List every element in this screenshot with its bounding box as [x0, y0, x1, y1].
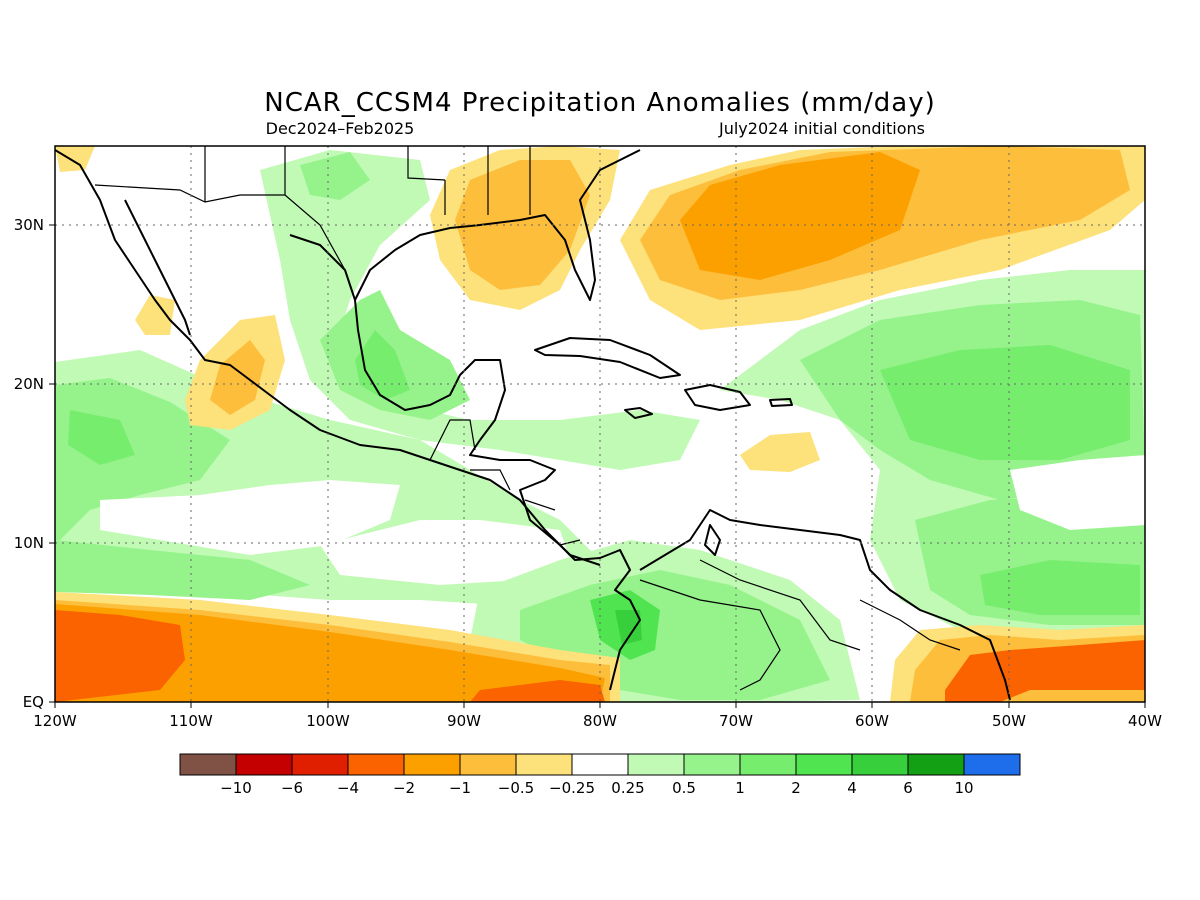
- colorbar-swatch: [459, 753, 517, 776]
- wet-region-atlantic-core: [880, 345, 1130, 460]
- colorbar-swatch: [851, 753, 909, 776]
- dry-region-baja: [135, 295, 175, 335]
- map-panel: [55, 146, 1145, 702]
- dry-region-north-atlantic-core: [680, 152, 920, 280]
- season-label: Dec2024–Feb2025: [266, 119, 415, 138]
- colorbar-label: 6: [903, 779, 913, 797]
- wet-region-pacific-clear-2: [320, 520, 570, 585]
- lon-label-50w: 50W: [992, 712, 1026, 730]
- colorbar-swatch: [235, 753, 293, 776]
- lon-label-70w: 70W: [719, 712, 753, 730]
- coastline-hispaniola: [684, 384, 751, 411]
- colorbar: −10 −6 −4 −2 −1 −0.5 −0.25 0.25 0.5 1 2 4 6 10: [179, 753, 1021, 797]
- lon-label-90w: 90W: [447, 712, 481, 730]
- wet-region-pacific-patch: [68, 410, 135, 465]
- initial-conditions-label: July2024 initial conditions: [718, 119, 925, 138]
- colorbar-swatch: [179, 753, 237, 776]
- wet-region-colombia-peak: [615, 610, 642, 645]
- border-us-states: [204, 146, 531, 215]
- colorbar-label: 0.25: [611, 779, 644, 797]
- lon-label-120w: 120W: [33, 712, 77, 730]
- lat-label-20n: 20N: [14, 375, 44, 393]
- border-south-america: [639, 559, 961, 691]
- lon-label-80w: 80W: [583, 712, 617, 730]
- dry-region-equatorial-pacific-strong-2: [470, 680, 605, 702]
- wet-region-atlantic-clear: [1010, 455, 1145, 530]
- colorbar-swatch: [291, 753, 349, 776]
- coastline-pacific-mexico: [55, 149, 601, 566]
- dry-region-gulf-coast-inner: [455, 160, 590, 290]
- colorbar-label: 0.5: [672, 779, 696, 797]
- colorbar-label: −10: [220, 779, 252, 797]
- coastline-baja: [124, 199, 191, 336]
- coastline-south-america: [639, 509, 1011, 701]
- colorbar-swatch: [515, 753, 573, 776]
- colorbar-label: 10: [954, 779, 973, 797]
- dry-region-mexico-west-inner: [210, 340, 265, 415]
- colorbar-label: −2: [393, 779, 415, 797]
- dry-region-equatorial-pacific-mod: [55, 604, 605, 702]
- colorbar-label: −0.25: [549, 779, 595, 797]
- colorbar-swatch: [739, 753, 797, 776]
- lon-label-110w: 110W: [169, 712, 213, 730]
- wet-region-gulf-north: [300, 152, 370, 200]
- colorbar-label: −6: [281, 779, 303, 797]
- colorbar-swatch: [347, 753, 405, 776]
- colorbar-swatch: [571, 753, 629, 776]
- latitude-axis: 30N 20N 10N EQ: [14, 216, 55, 711]
- coastline-gulf-us: [289, 234, 506, 441]
- dry-region-caribbean: [740, 432, 820, 472]
- colorbar-label: 2: [791, 779, 801, 797]
- lat-label-10n: 10N: [14, 534, 44, 552]
- colorbar-label: −1: [449, 779, 471, 797]
- coastline-jamaica: [624, 407, 653, 419]
- colorbar-swatch: [627, 753, 685, 776]
- map-title: NCAR_CCSM4 Precipitation Anomalies (mm/d…: [264, 88, 936, 118]
- longitude-axis: 120W 110W 100W 90W 80W 70W 60W 50W 40W: [33, 702, 1162, 730]
- coastline-puerto-rico: [769, 398, 793, 407]
- coastlines: [55, 149, 1011, 701]
- colorbar-swatch: [403, 753, 461, 776]
- wet-region-pacific-clear: [100, 480, 400, 555]
- lon-label-60w: 60W: [855, 712, 889, 730]
- coastline-central-america: [469, 439, 641, 691]
- wet-region-gulf-core: [355, 330, 410, 400]
- lat-label-eq: EQ: [23, 693, 44, 711]
- colorbar-swatch: [795, 753, 853, 776]
- lat-label-30n: 30N: [14, 216, 44, 234]
- coastline-cuba: [534, 337, 681, 379]
- coastline-lake-maracaibo: [704, 524, 721, 556]
- wet-region-gulf: [260, 150, 700, 470]
- coastline-gulf-north: [354, 149, 641, 301]
- colorbar-swatch: [683, 753, 741, 776]
- colorbar-label: −4: [337, 779, 359, 797]
- colorbar-label: −0.5: [498, 779, 534, 797]
- border-us-mexico: [94, 184, 346, 271]
- border-central-america: [429, 419, 581, 546]
- graticule: [55, 146, 1145, 702]
- wet-region-atlantic-south-core: [980, 560, 1140, 615]
- political-borders: [94, 146, 961, 691]
- colorbar-swatch: [907, 753, 965, 776]
- dry-region-equatorial-pacific-strong: [55, 610, 185, 702]
- lon-label-40w: 40W: [1128, 712, 1162, 730]
- lon-label-100w: 100W: [306, 712, 350, 730]
- wet-region-pacific-band: [55, 540, 310, 600]
- colorbar-swatch: [963, 753, 1021, 776]
- colorbar-label: 1: [735, 779, 745, 797]
- anomaly-shading: [55, 146, 1145, 702]
- colorbar-label: 4: [847, 779, 857, 797]
- dry-region-northwest-corner: [55, 146, 95, 172]
